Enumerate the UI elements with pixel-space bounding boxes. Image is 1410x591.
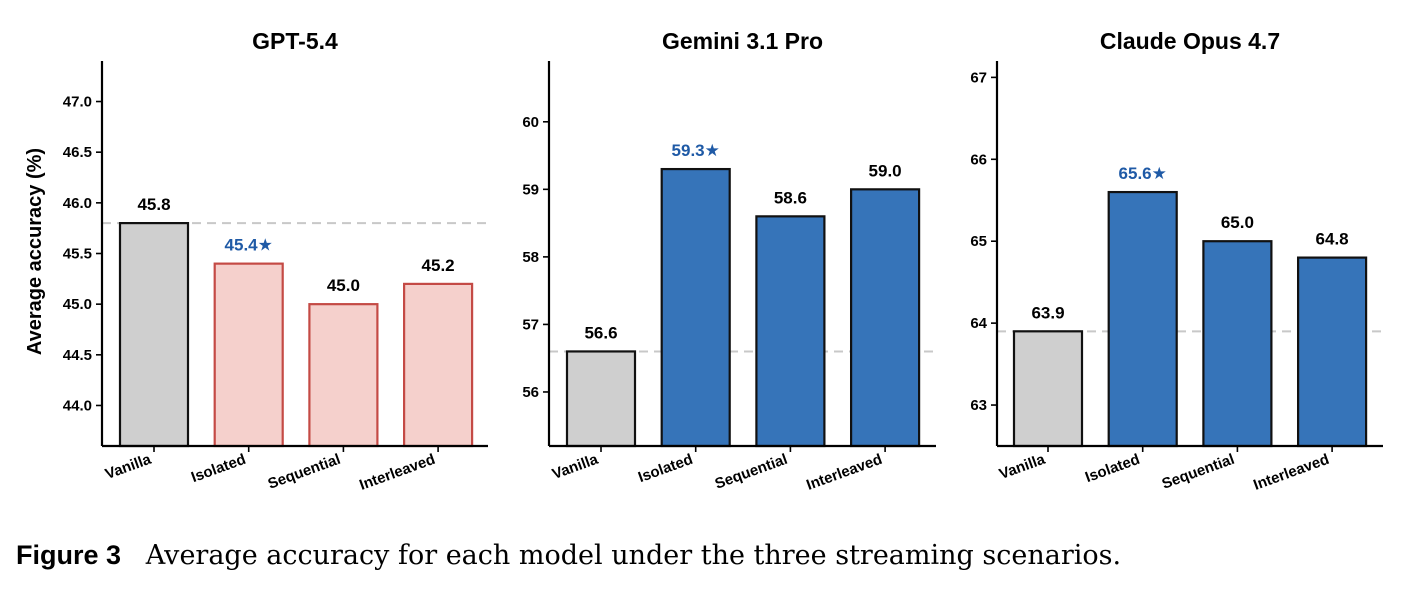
- bar-vanilla: [565, 350, 637, 448]
- category-label: Interleaved: [804, 451, 884, 494]
- bar-value-label: 65.6★: [1119, 164, 1167, 183]
- bar-vanilla: [118, 222, 190, 448]
- bar-vanilla: [1012, 330, 1084, 448]
- y-tick-label: 44.0: [63, 397, 92, 414]
- y-tick-label: 67: [970, 69, 987, 86]
- category-label: Vanilla: [550, 451, 601, 483]
- panel-title: Gemini 3.1 Pro: [662, 28, 823, 54]
- y-axis-label: Average accuracy (%): [24, 148, 46, 355]
- bar-value-label: 64.8: [1316, 230, 1349, 249]
- bar-value-label: 45.8: [137, 195, 170, 214]
- y-tick-label: 64: [970, 315, 987, 332]
- category-label: Interleaved: [1251, 451, 1331, 494]
- caption-text: Average accuracy for each model under th…: [145, 540, 1122, 571]
- y-tick-label: 63: [970, 397, 987, 414]
- y-tick-label: 56: [522, 384, 539, 401]
- panel-title: Claude Opus 4.7: [1100, 28, 1280, 54]
- y-tick-label: 58: [522, 249, 539, 266]
- figure-label: Figure 3: [16, 540, 122, 570]
- figure-caption: Figure 3 Average accuracy for each model…: [16, 540, 1396, 571]
- y-tick-label: 46.0: [63, 195, 92, 212]
- category-label: Isolated: [189, 451, 248, 486]
- panel-title: GPT-5.4: [252, 28, 338, 54]
- bar-value-label: 59.3★: [672, 141, 720, 160]
- y-tick-label: 46.5: [63, 144, 92, 161]
- bar-value-label: 45.4★: [225, 236, 273, 255]
- bar-isolated: [660, 167, 731, 448]
- y-tick-label: 59: [522, 181, 539, 198]
- bar-value-label: 59.0: [869, 161, 902, 180]
- category-label: Vanilla: [103, 451, 154, 483]
- y-tick-label: 47.0: [63, 94, 92, 111]
- bar-isolated: [213, 262, 284, 448]
- category-label: Sequential: [713, 451, 790, 493]
- bar-sequential: [1202, 240, 1273, 448]
- category-label: Isolated: [636, 451, 695, 486]
- category-label: Isolated: [1083, 451, 1142, 486]
- category-label: Vanilla: [997, 451, 1048, 483]
- y-tick-label: 65: [970, 233, 987, 250]
- bar-value-label: 58.6: [774, 188, 807, 207]
- bar-value-label: 56.6: [584, 323, 617, 342]
- category-label: Interleaved: [357, 451, 437, 494]
- y-tick-label: 45.5: [63, 246, 92, 263]
- bar-interleaved: [1296, 256, 1368, 448]
- bar-isolated: [1107, 190, 1178, 448]
- bar-interleaved: [403, 282, 474, 448]
- bar-value-label: 63.9: [1031, 303, 1064, 322]
- bar-value-label: 65.0: [1221, 213, 1254, 232]
- bar-value-label: 45.0: [327, 276, 360, 295]
- category-label: Sequential: [1160, 451, 1237, 493]
- category-label: Sequential: [266, 451, 343, 493]
- bar-value-label: 45.2: [422, 256, 455, 275]
- figure-3: GPT-5.4 Average accuracy (%) 45.8 Vanilla 45…: [24, 28, 1383, 494]
- y-tick-label: 60: [522, 114, 539, 131]
- y-tick-label: 45.0: [63, 296, 92, 313]
- bar-sequential: [308, 303, 379, 448]
- y-tick-label: 57: [522, 316, 539, 333]
- bar-sequential: [755, 215, 826, 448]
- y-tick-label: 66: [970, 151, 987, 168]
- bar-interleaved: [849, 188, 921, 448]
- y-tick-label: 44.5: [63, 347, 92, 364]
